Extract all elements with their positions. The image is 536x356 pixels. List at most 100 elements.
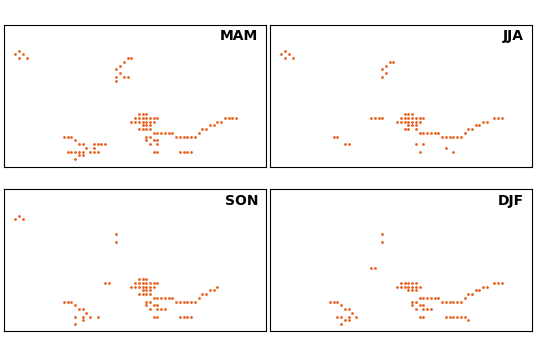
Point (71, 303, 79, 308)
Point (123, 55, 132, 61)
Point (415, 295, 424, 301)
Point (367, 115, 375, 121)
Point (281, 55, 289, 61)
Point (78, 306, 87, 312)
Point (183, 149, 192, 155)
Point (374, 115, 383, 121)
Point (198, 291, 207, 297)
Point (393, 284, 401, 289)
Point (153, 280, 162, 286)
Point (146, 306, 154, 312)
Point (97, 141, 106, 147)
Point (150, 149, 158, 155)
Point (112, 67, 121, 72)
Point (404, 280, 413, 286)
Point (138, 288, 147, 293)
Point (67, 299, 76, 304)
Point (344, 318, 353, 323)
Point (449, 314, 458, 319)
Point (490, 115, 498, 121)
Point (135, 126, 143, 132)
Point (67, 134, 76, 140)
Point (460, 314, 469, 319)
Point (23, 55, 31, 61)
Point (337, 321, 345, 327)
Point (153, 295, 162, 301)
Point (112, 74, 121, 80)
Point (457, 314, 465, 319)
Point (82, 310, 91, 316)
Point (161, 306, 169, 312)
Point (400, 115, 409, 121)
Point (157, 295, 166, 301)
Point (202, 126, 210, 132)
Point (150, 137, 158, 143)
Point (138, 126, 147, 132)
Point (59, 299, 68, 304)
Point (187, 149, 196, 155)
Point (195, 130, 203, 136)
Point (397, 119, 405, 125)
Point (412, 299, 420, 304)
Point (191, 134, 199, 140)
Point (408, 303, 416, 308)
Point (176, 134, 184, 140)
Point (445, 299, 454, 304)
Point (142, 119, 151, 125)
Point (153, 130, 162, 136)
Point (161, 130, 169, 136)
Point (135, 119, 143, 125)
Point (101, 141, 109, 147)
Point (183, 314, 192, 319)
Point (442, 134, 450, 140)
Point (150, 280, 158, 286)
Point (205, 288, 214, 293)
Point (138, 280, 147, 286)
Point (120, 59, 128, 65)
Point (195, 295, 203, 301)
Point (146, 141, 154, 147)
Point (176, 299, 184, 304)
Point (138, 284, 147, 289)
Point (419, 295, 428, 301)
Point (460, 130, 469, 136)
Point (340, 141, 349, 147)
Point (146, 119, 154, 125)
Point (228, 115, 236, 121)
Point (453, 134, 461, 140)
Point (131, 119, 139, 125)
Point (453, 299, 461, 304)
Point (176, 149, 184, 155)
Point (400, 284, 409, 289)
Point (71, 321, 79, 327)
Point (370, 265, 379, 271)
Point (408, 280, 416, 286)
Point (464, 318, 473, 323)
Point (146, 288, 154, 293)
Point (176, 314, 184, 319)
Point (71, 149, 79, 155)
Point (78, 141, 87, 147)
Point (71, 156, 79, 162)
Point (142, 126, 151, 132)
Point (135, 111, 143, 117)
Point (86, 149, 94, 155)
Point (333, 314, 341, 319)
Point (142, 288, 151, 293)
Point (220, 115, 229, 121)
Point (142, 291, 151, 297)
Point (404, 119, 413, 125)
Point (131, 280, 139, 286)
Point (153, 141, 162, 147)
Point (168, 295, 177, 301)
Point (150, 303, 158, 308)
Point (105, 280, 113, 286)
Point (434, 130, 443, 136)
Point (400, 119, 409, 125)
Point (419, 314, 428, 319)
Point (135, 115, 143, 121)
Point (183, 299, 192, 304)
Point (430, 130, 439, 136)
Point (412, 306, 420, 312)
Point (157, 130, 166, 136)
